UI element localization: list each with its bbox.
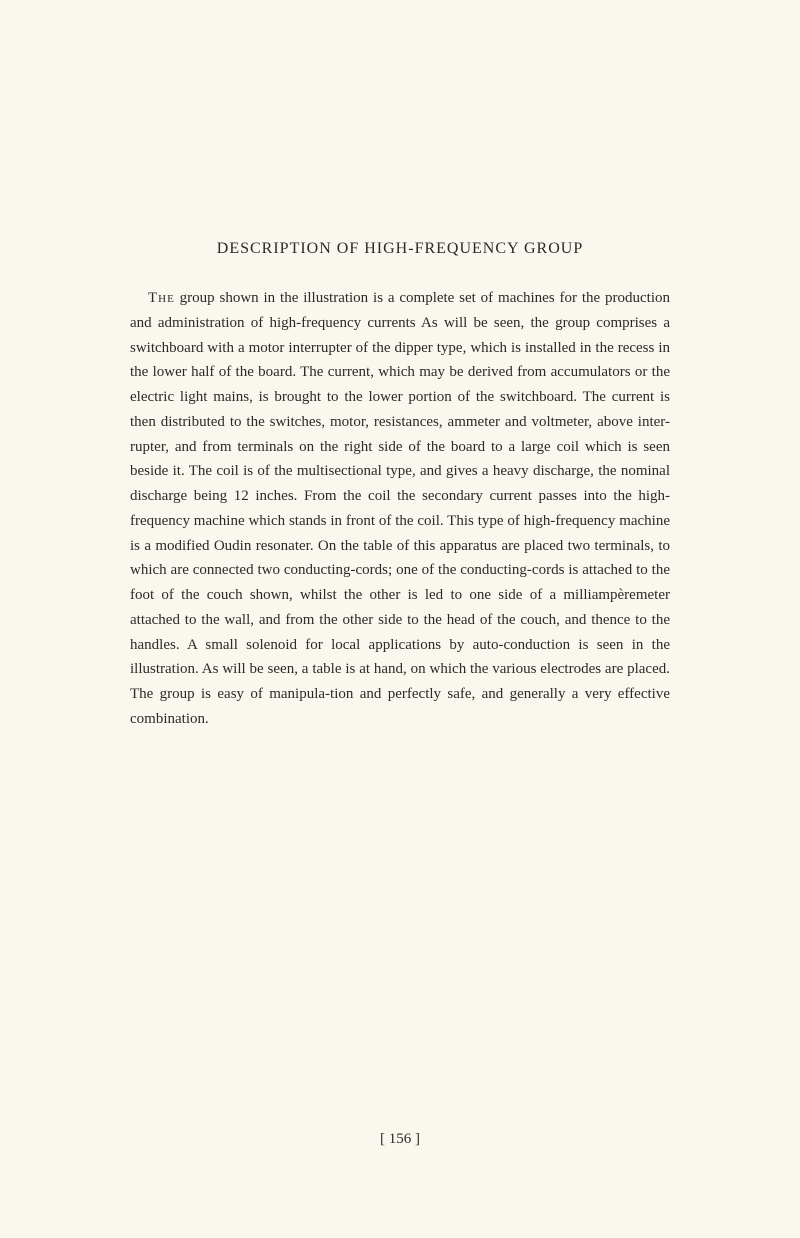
document-body: The group shown in the illustration is a… [130,286,670,732]
page-number: [ 156 ] [0,1131,800,1148]
document-title: DESCRIPTION OF HIGH-FREQUENCY GROUP [130,240,670,258]
body-content: group shown in the illustration is a com… [130,290,670,727]
first-word-smallcaps: The [148,290,175,306]
